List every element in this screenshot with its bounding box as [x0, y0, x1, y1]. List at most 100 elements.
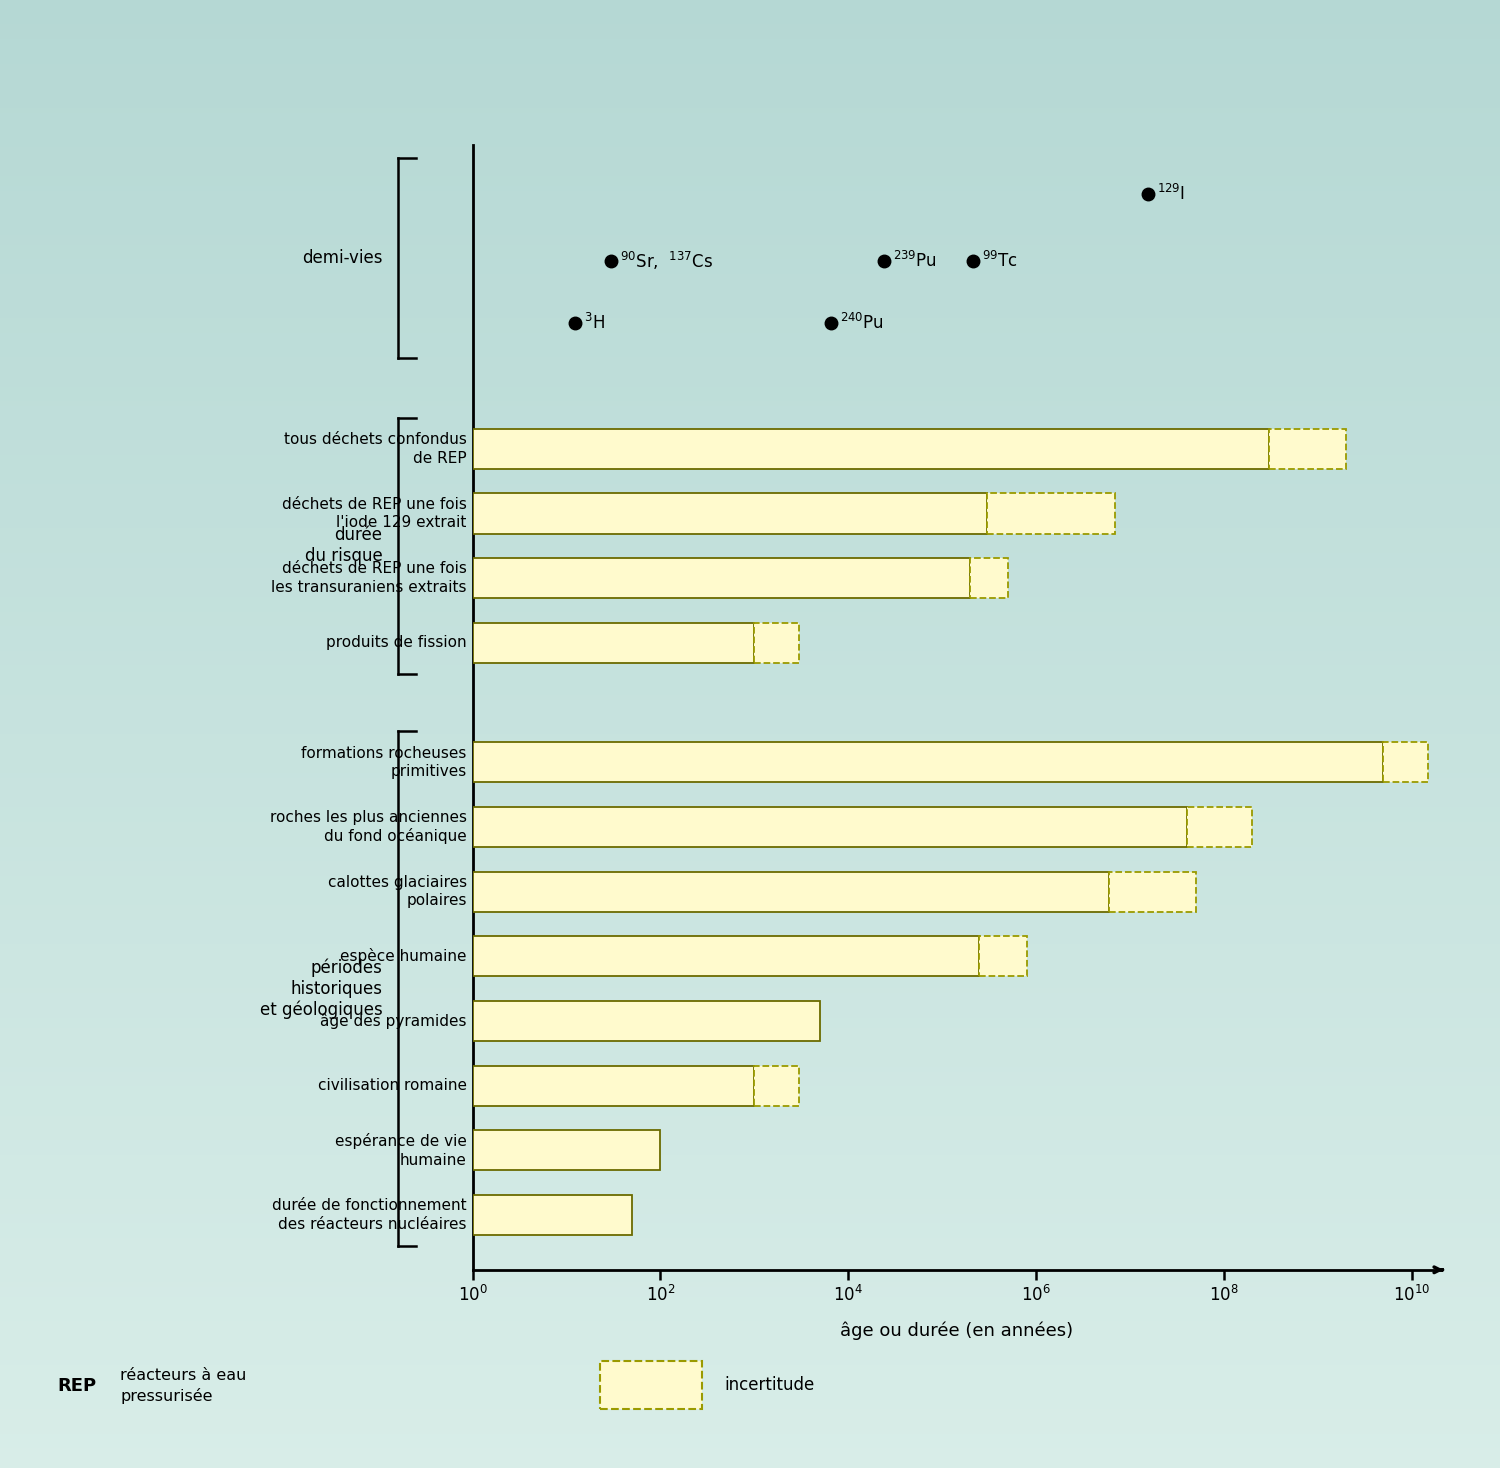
Bar — [0, 319, 1500, 323]
Bar — [0, 1252, 1500, 1258]
Bar — [0, 1126, 1500, 1130]
Bar — [0, 54, 1500, 59]
Bar — [0, 1067, 1500, 1072]
FancyBboxPatch shape — [1108, 872, 1196, 912]
Bar — [0, 1399, 1500, 1405]
Bar — [0, 597, 1500, 602]
Text: civilisation romaine: civilisation romaine — [318, 1078, 466, 1094]
Text: espèce humaine: espèce humaine — [340, 948, 466, 964]
Bar — [0, 426, 1500, 430]
FancyBboxPatch shape — [970, 558, 1008, 597]
Bar — [0, 988, 1500, 994]
Text: $^{99}$Tc: $^{99}$Tc — [982, 251, 1018, 272]
Bar — [0, 382, 1500, 386]
Bar — [0, 313, 1500, 319]
Bar — [0, 1370, 1500, 1376]
Bar — [0, 1189, 1500, 1193]
Bar — [0, 1208, 1500, 1214]
Bar — [0, 724, 1500, 730]
Bar — [0, 1302, 1500, 1307]
Bar — [0, 847, 1500, 851]
Bar — [472, 743, 1383, 782]
Bar — [0, 260, 1500, 264]
Bar — [0, 646, 1500, 650]
Bar — [472, 937, 980, 976]
Bar — [0, 69, 1500, 73]
FancyBboxPatch shape — [600, 1361, 702, 1409]
Bar — [0, 621, 1500, 627]
Bar — [0, 48, 1500, 54]
Bar — [0, 1262, 1500, 1267]
Bar — [472, 1130, 660, 1170]
Bar — [0, 88, 1500, 92]
Bar — [0, 1076, 1500, 1082]
Bar — [0, 562, 1500, 568]
Bar — [0, 63, 1500, 69]
Bar — [0, 998, 1500, 1003]
Bar — [0, 4, 1500, 10]
Bar — [0, 1248, 1500, 1252]
Bar — [0, 25, 1500, 29]
Bar — [0, 826, 1500, 832]
Bar — [0, 1160, 1500, 1164]
Bar — [0, 1243, 1500, 1248]
Bar — [0, 1311, 1500, 1317]
Bar — [0, 250, 1500, 254]
Bar — [0, 774, 1500, 778]
Bar — [0, 191, 1500, 195]
Bar — [0, 122, 1500, 128]
Bar — [0, 954, 1500, 959]
Bar — [0, 132, 1500, 137]
Bar — [0, 661, 1500, 665]
Bar — [0, 1380, 1500, 1384]
Bar — [0, 793, 1500, 797]
Bar — [0, 235, 1500, 239]
FancyBboxPatch shape — [987, 493, 1116, 533]
Bar — [0, 642, 1500, 646]
Bar — [0, 98, 1500, 103]
FancyBboxPatch shape — [754, 622, 800, 664]
Bar — [0, 117, 1500, 122]
Bar — [0, 308, 1500, 313]
Bar — [0, 1072, 1500, 1076]
Bar — [0, 509, 1500, 514]
Bar — [0, 518, 1500, 524]
FancyBboxPatch shape — [1269, 429, 1346, 468]
Bar — [0, 1287, 1500, 1292]
Bar — [0, 1384, 1500, 1390]
FancyBboxPatch shape — [980, 937, 1028, 976]
Bar — [472, 1066, 754, 1105]
Bar — [0, 1120, 1500, 1126]
Bar — [472, 429, 1269, 468]
Bar — [0, 298, 1500, 304]
Bar — [0, 1047, 1500, 1053]
Bar — [0, 1238, 1500, 1243]
Bar — [0, 944, 1500, 950]
Bar — [0, 871, 1500, 876]
Bar — [0, 465, 1500, 470]
Bar — [0, 1135, 1500, 1141]
Bar — [0, 1409, 1500, 1414]
Bar — [0, 275, 1500, 279]
Bar — [0, 900, 1500, 906]
Bar — [0, 103, 1500, 107]
Bar — [0, 627, 1500, 631]
Bar — [0, 474, 1500, 480]
Bar — [0, 671, 1500, 675]
Bar — [0, 528, 1500, 533]
Text: demi-vies: demi-vies — [302, 250, 382, 267]
Bar — [0, 1003, 1500, 1009]
Text: calottes glaciaires
polaires: calottes glaciaires polaires — [327, 875, 466, 909]
Bar — [0, 856, 1500, 862]
Bar — [0, 201, 1500, 206]
Bar — [0, 592, 1500, 597]
Bar — [0, 407, 1500, 411]
Bar — [0, 738, 1500, 744]
Text: espérance de vie
humaine: espérance de vie humaine — [334, 1133, 466, 1167]
Bar — [0, 895, 1500, 900]
Bar — [0, 1091, 1500, 1097]
Bar — [0, 279, 1500, 283]
Bar — [0, 1434, 1500, 1439]
Bar — [0, 137, 1500, 142]
Bar — [0, 524, 1500, 528]
